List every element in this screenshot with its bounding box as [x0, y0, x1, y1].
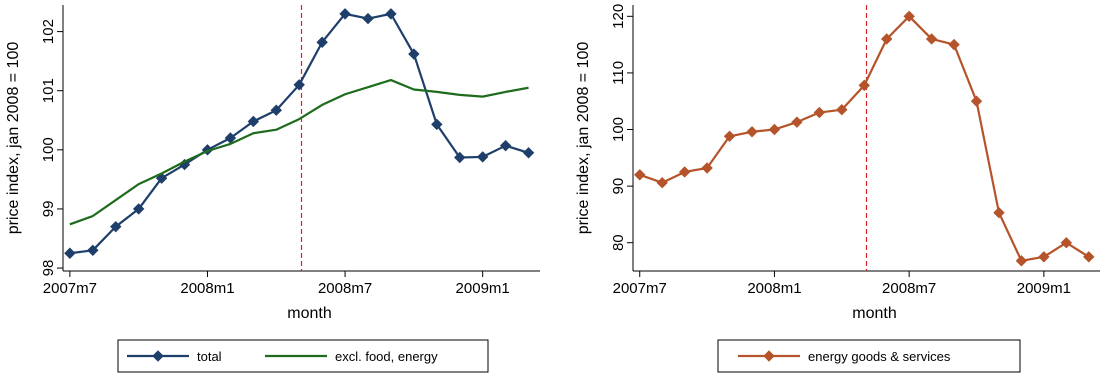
y-axis-title: price index, jan 2008 = 100: [5, 42, 22, 235]
data-point: [948, 38, 960, 51]
y-tick-label: 98: [40, 260, 57, 277]
data-point: [1038, 251, 1050, 263]
data-point: [993, 206, 1005, 219]
y-tick-label: 101: [40, 78, 57, 103]
data-point: [247, 115, 260, 128]
data-point: [132, 203, 145, 215]
x-tick-label: 2008m7: [882, 280, 936, 297]
y-tick-label: 100: [610, 117, 627, 142]
data-point: [836, 103, 848, 116]
data-point: [110, 220, 122, 233]
y-tick-label: 102: [40, 19, 57, 44]
x-tick-label: 2007m7: [613, 280, 667, 297]
y-tick-label: 120: [610, 4, 627, 29]
data-point: [723, 130, 736, 143]
data-point: [499, 139, 512, 152]
data-point: [791, 116, 803, 128]
data-point: [1060, 236, 1073, 249]
data-point: [362, 12, 374, 25]
data-point: [87, 244, 99, 257]
data-point: [270, 104, 282, 116]
data-point: [656, 177, 668, 189]
legend-marker: [763, 350, 775, 362]
x-tick-label: 2008m7: [318, 280, 372, 297]
data-point: [1083, 251, 1095, 263]
data-point: [431, 118, 443, 131]
data-point: [634, 169, 646, 181]
data-point: [746, 126, 758, 138]
y-tick-label: 80: [610, 234, 627, 251]
data-point: [522, 147, 535, 159]
series-line-2: [69, 78, 529, 226]
data-point: [813, 106, 826, 119]
data-point: [339, 8, 351, 20]
x-axis-title: month: [287, 305, 331, 322]
data-point: [385, 8, 397, 20]
x-tick-label: 2007m7: [43, 280, 97, 297]
data-point: [701, 162, 713, 174]
chart-panel-2: 80 90 100 110 120 2007m7 2008m1 2008m7 2009m1 mon…: [575, 4, 1100, 373]
data-point: [454, 151, 466, 164]
y-tick-label: 99: [40, 201, 57, 218]
data-point: [476, 151, 489, 163]
data-point: [880, 33, 893, 45]
y-tick-label: 90: [610, 178, 627, 195]
x-tick-label: 2009m1: [456, 280, 510, 297]
legend-label: total: [197, 349, 222, 364]
data-point: [293, 79, 305, 91]
data-point: [925, 33, 938, 45]
series-line-1: [69, 12, 529, 255]
legend-label: excl. food, energy: [335, 349, 438, 364]
data-point: [858, 79, 870, 92]
y-tick-label: 110: [610, 61, 627, 85]
data-point: [316, 36, 328, 48]
data-point: [408, 48, 420, 60]
legend-label: energy goods & services: [808, 349, 951, 364]
x-tick-label: 2008m1: [180, 280, 234, 297]
data-point: [64, 247, 76, 259]
y-tick-label: 100: [40, 137, 57, 162]
chart-panel-1: 98 99 100 101 102 2007m7 2008m1 2008m7 2009m1 mon…: [5, 5, 540, 373]
data-point: [970, 95, 983, 107]
x-axis-title: month: [852, 305, 896, 322]
data-point: [678, 166, 691, 178]
legend-marker: [152, 350, 164, 362]
series-line-1: [639, 15, 1090, 262]
y-axis-title: price index, jan 2008 = 100: [575, 42, 592, 235]
data-point: [1015, 255, 1028, 267]
x-tick-label: 2009m1: [1017, 280, 1071, 297]
data-point: [903, 10, 915, 23]
data-point: [768, 123, 781, 136]
x-tick-label: 2008m1: [747, 280, 801, 297]
